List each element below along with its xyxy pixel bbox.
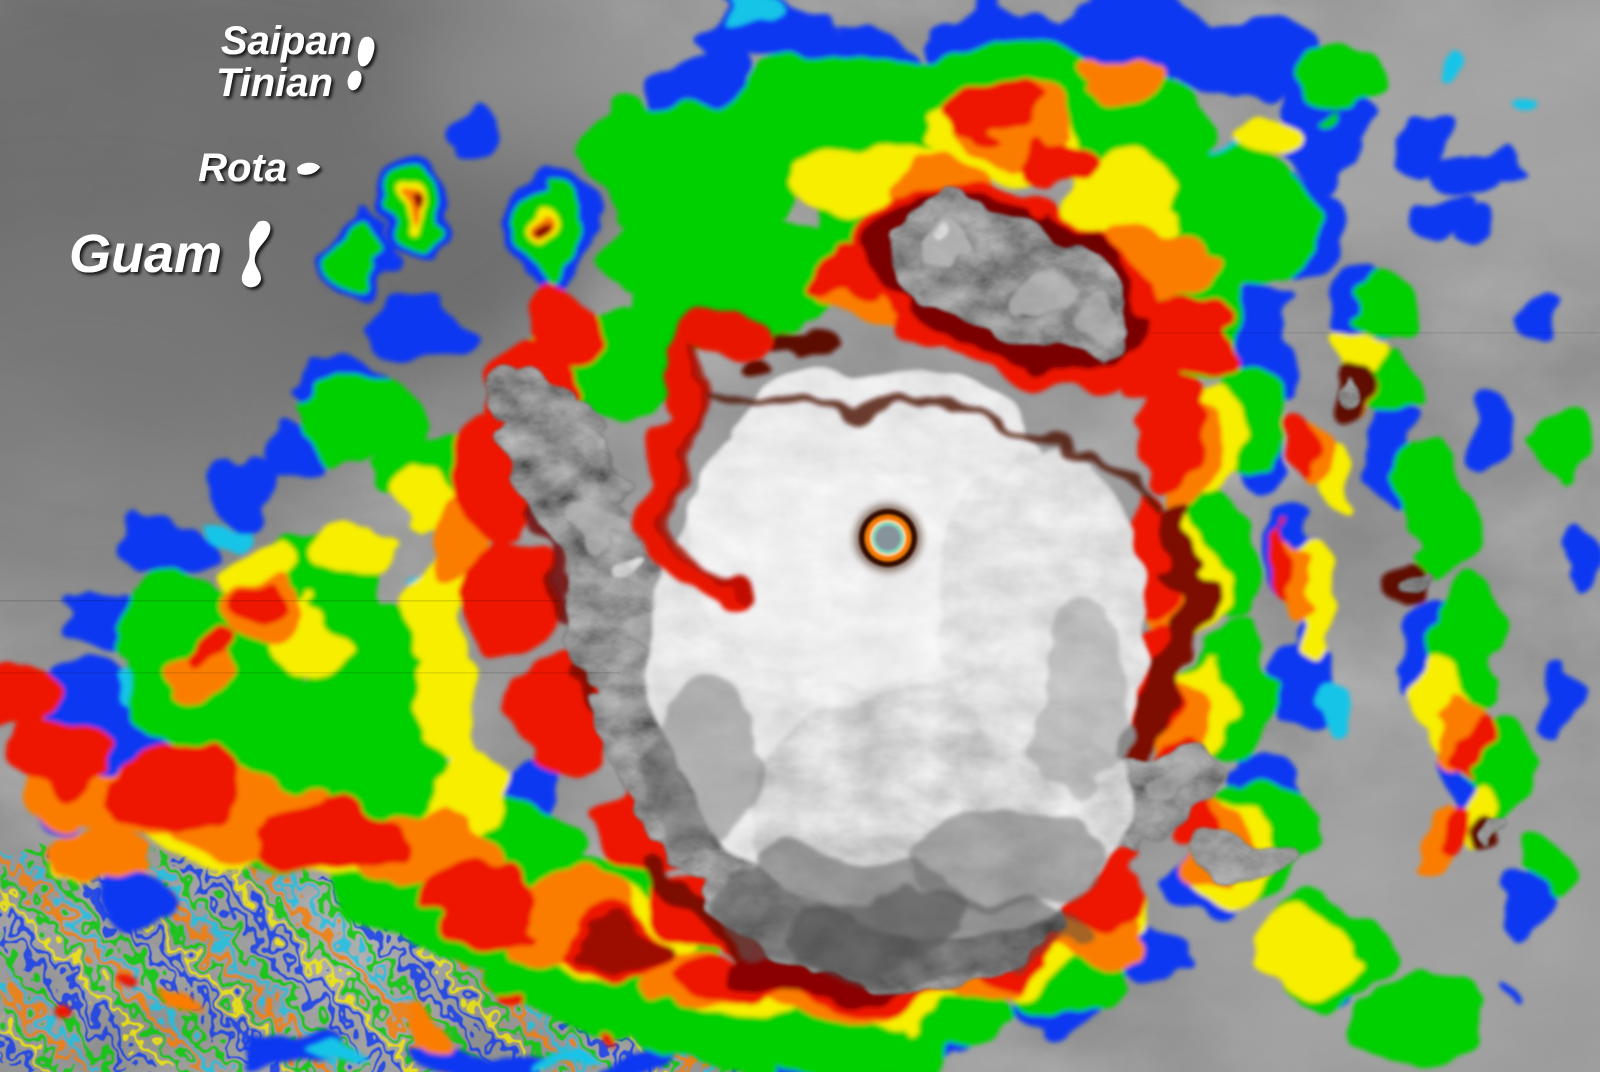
place-label-guam: Guam [69, 220, 271, 288]
guam-island-shape [241, 220, 271, 288]
eye-center [875, 525, 901, 551]
tinian-label-text: Tinian [216, 61, 333, 105]
island-labels: Saipan Tinian Rota Guam [69, 19, 375, 288]
typhoon-eye [854, 504, 922, 572]
rota-island-shape [297, 162, 320, 175]
tinian-island-shape [347, 70, 362, 91]
scan-lines [0, 332, 1600, 674]
rota-label-text: Rota [198, 146, 287, 190]
place-label-tinian: Tinian [216, 61, 362, 105]
saipan-island-shape [357, 36, 375, 67]
red-hook-band [642, 306, 1172, 612]
saipan-label-text: Saipan [221, 19, 352, 63]
eyewall-shadow-layer [645, 610, 1140, 980]
place-label-saipan: Saipan [221, 19, 375, 67]
guam-label-text: Guam [69, 224, 222, 284]
place-label-rota: Rota [198, 146, 320, 190]
central-dense-overcast [651, 370, 1145, 935]
